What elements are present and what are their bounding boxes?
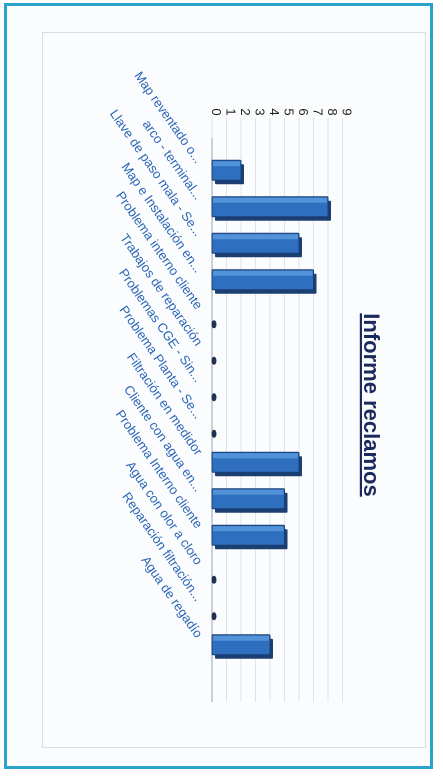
tick-label: 1 [224,108,239,115]
bar-highlight [213,635,269,641]
bar-highlight [213,489,284,495]
tick-label: 3 [253,108,268,115]
bar-highlight [213,526,284,532]
chart-area-border [42,32,426,748]
tick-label: 6 [296,108,311,115]
bar-zero-marker [211,320,217,329]
bar-zero-marker [211,575,217,584]
chart-title: Informe reclamos [359,313,384,496]
bar-highlight [213,197,327,203]
bar-zero-marker [211,612,217,621]
bar-zero-marker [211,356,217,365]
bar-highlight [213,234,298,240]
bar-zero-marker [211,429,217,438]
tick-label: 8 [325,108,340,115]
tick-label: 2 [238,108,253,115]
tick-label: 0 [209,108,224,115]
bar-highlight [213,453,298,459]
tick-label: 9 [340,108,355,115]
tick-label: 4 [267,108,282,115]
bar-highlight [213,161,240,167]
bar-zero-marker [211,393,217,402]
bar-highlight [213,270,313,276]
tick-label: 5 [282,108,297,115]
tick-label: 7 [311,108,326,115]
